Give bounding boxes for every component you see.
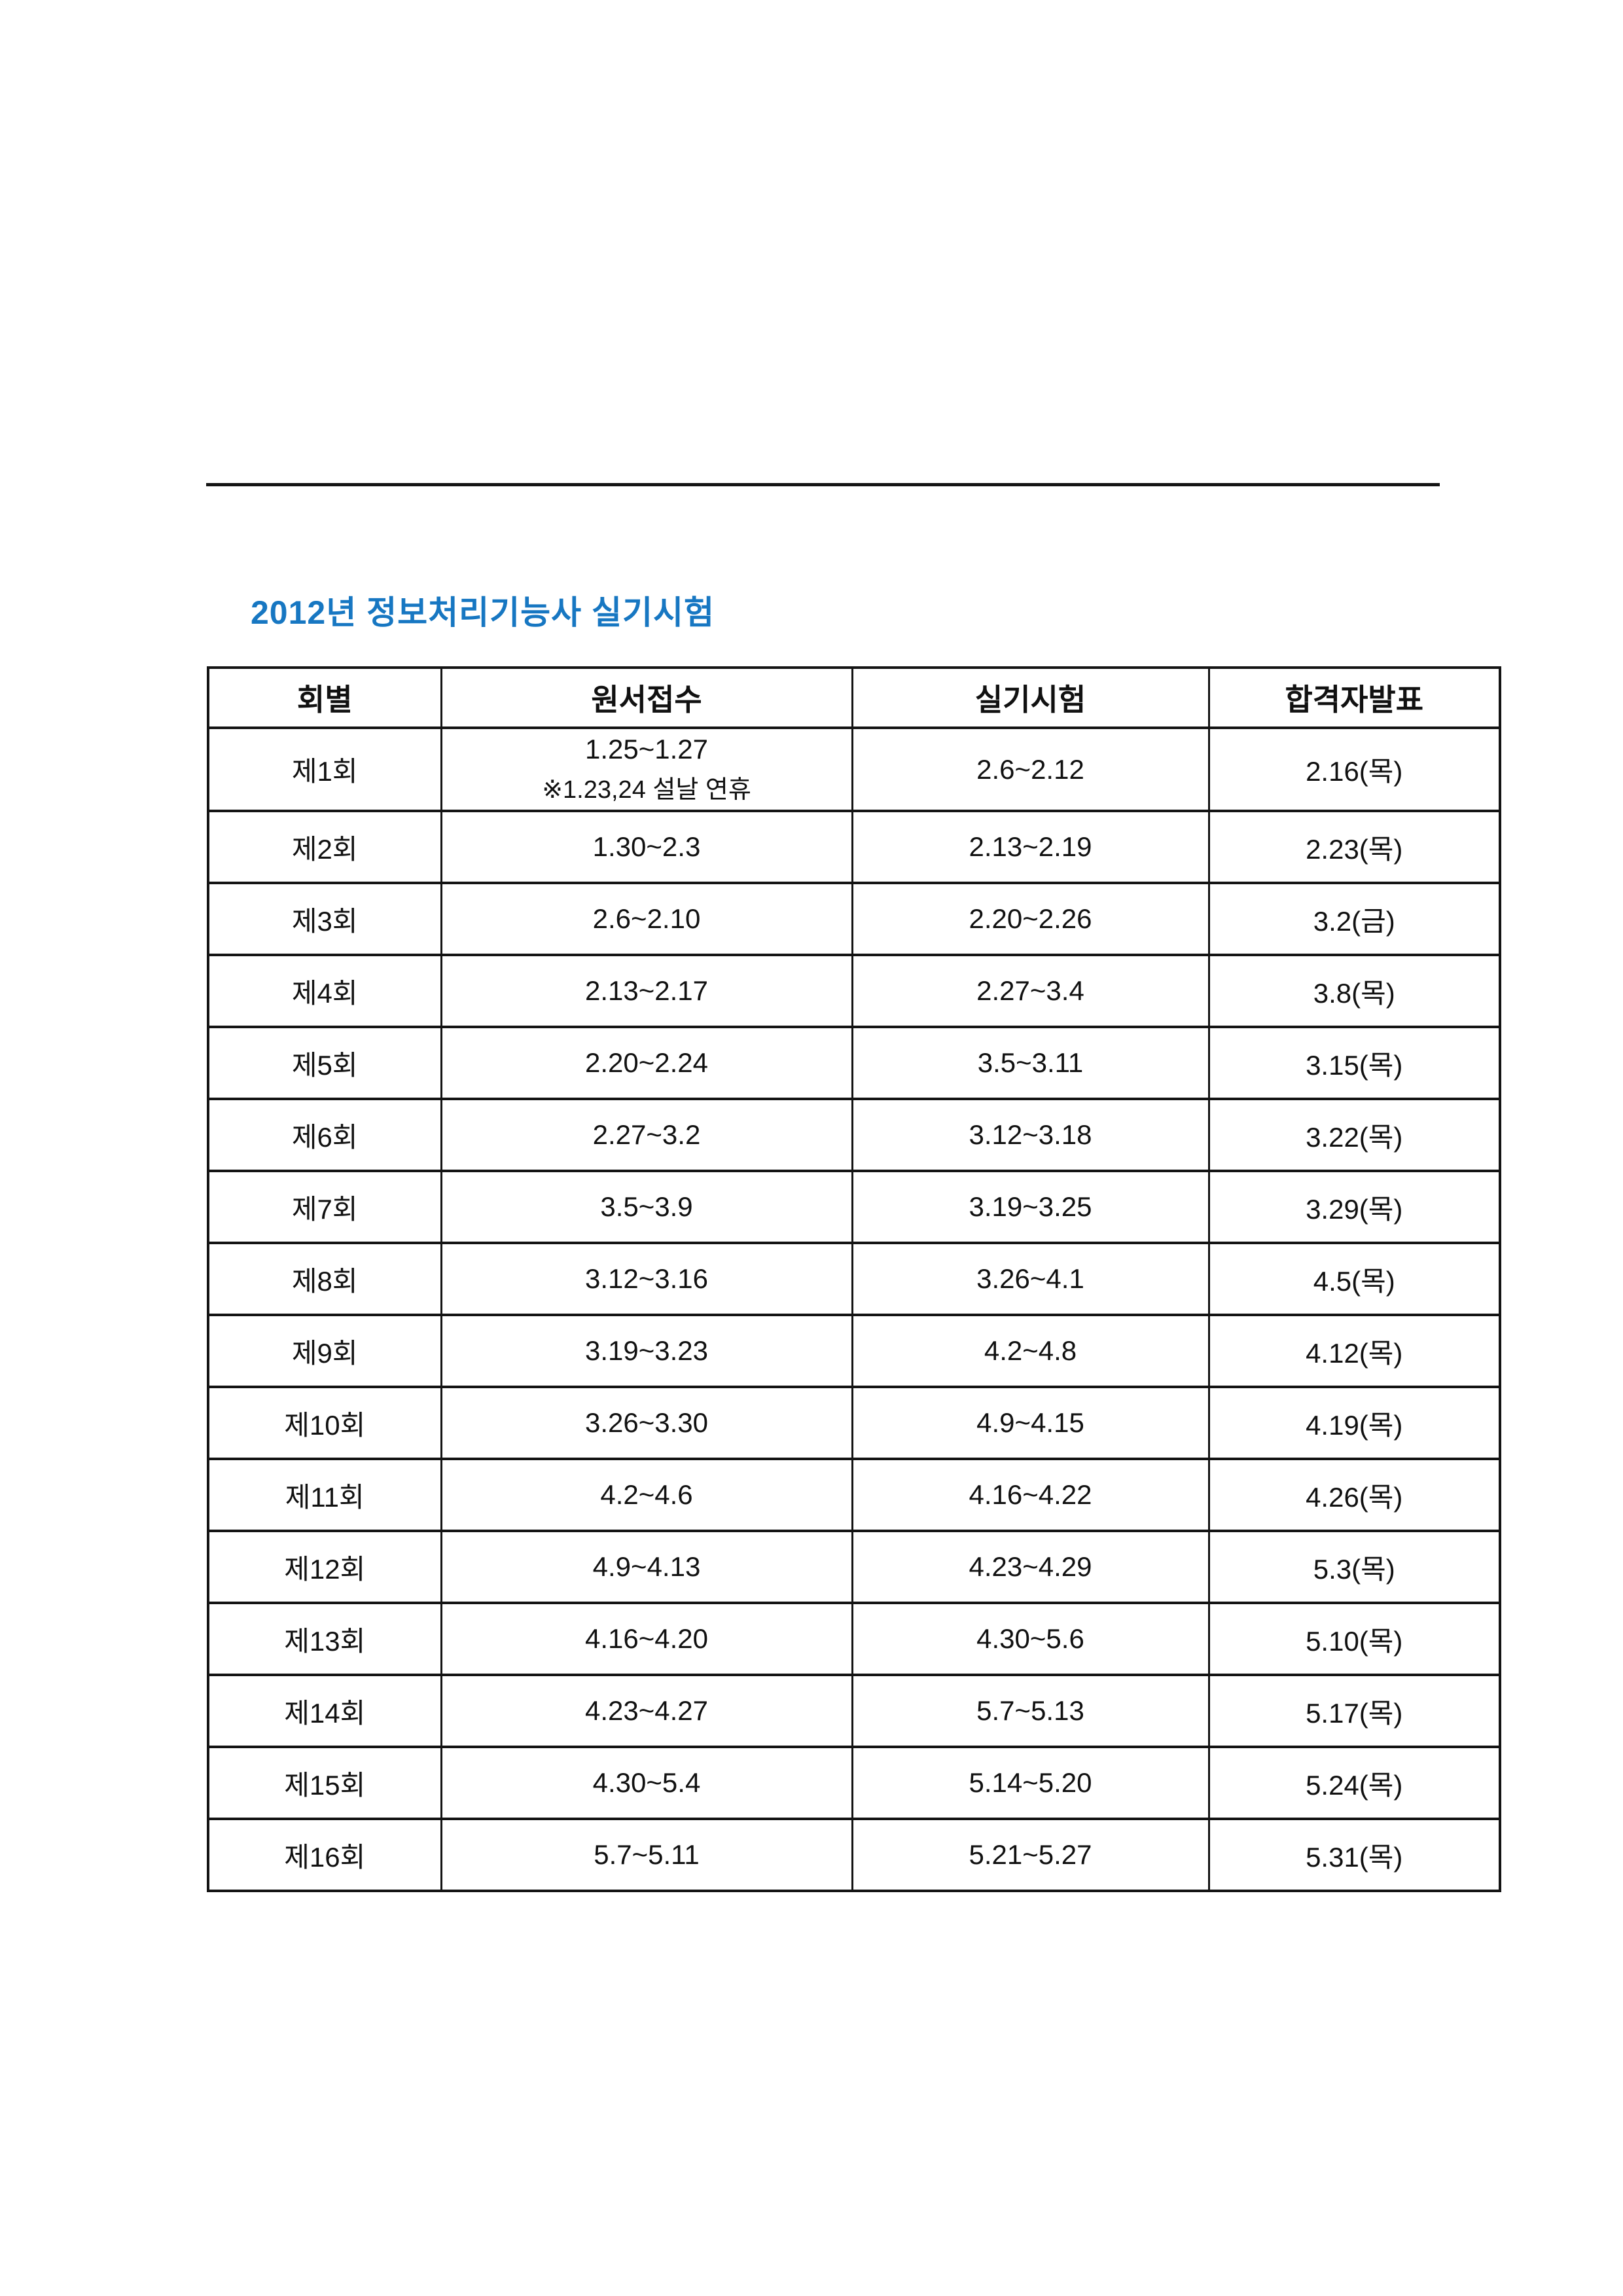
application-cell: 1.30~2.3 bbox=[440, 810, 853, 884]
round-cell: 제10회 bbox=[207, 1386, 442, 1460]
exam-cell: 4.2~4.8 bbox=[851, 1314, 1210, 1388]
table-row: 제7회 3.5~3.9 3.19~3.25 3.29(목) bbox=[207, 1170, 1501, 1244]
round-cell: 제6회 bbox=[207, 1098, 442, 1172]
announcement-cell: 3.2(금) bbox=[1207, 882, 1501, 956]
exam-cell: 4.23~4.29 bbox=[851, 1530, 1210, 1604]
table-row: 제5회 2.20~2.24 3.5~3.11 3.15(목) bbox=[207, 1026, 1501, 1100]
application-cell: 2.6~2.10 bbox=[440, 882, 853, 956]
exam-cell: 2.13~2.19 bbox=[851, 810, 1210, 884]
announcement-cell: 4.19(목) bbox=[1207, 1386, 1501, 1460]
table-row: 제12회 4.9~4.13 4.23~4.29 5.3(목) bbox=[207, 1530, 1501, 1604]
round-cell: 제16회 bbox=[207, 1818, 442, 1892]
round-cell: 제15회 bbox=[207, 1746, 442, 1820]
application-cell: 4.9~4.13 bbox=[440, 1530, 853, 1604]
exam-cell: 3.26~4.1 bbox=[851, 1242, 1210, 1316]
announcement-cell: 4.26(목) bbox=[1207, 1458, 1501, 1532]
round-cell: 제1회 bbox=[207, 726, 442, 812]
exam-cell: 4.30~5.6 bbox=[851, 1602, 1210, 1676]
round-cell: 제11회 bbox=[207, 1458, 442, 1532]
exam-schedule-table: 회별 원서접수 실기시험 합격자발표 제1회 1.25~1.27 ※1.23,2… bbox=[207, 666, 1501, 1892]
announcement-cell: 5.31(목) bbox=[1207, 1818, 1501, 1892]
table-row: 제11회 4.2~4.6 4.16~4.22 4.26(목) bbox=[207, 1458, 1501, 1532]
application-note: ※1.23,24 설날 연휴 bbox=[542, 776, 751, 804]
page-title: 2012년 정보처리기능사 실기시험 bbox=[251, 594, 715, 631]
application-cell: 3.5~3.9 bbox=[440, 1170, 853, 1244]
round-cell: 제12회 bbox=[207, 1530, 442, 1604]
exam-cell: 5.14~5.20 bbox=[851, 1746, 1210, 1820]
table-row: 제1회 1.25~1.27 ※1.23,24 설날 연휴 2.6~2.12 2.… bbox=[207, 726, 1501, 812]
announcement-cell: 2.16(목) bbox=[1207, 726, 1501, 812]
announcement-cell: 5.24(목) bbox=[1207, 1746, 1501, 1820]
application-cell: 4.30~5.4 bbox=[440, 1746, 853, 1820]
table-row: 제4회 2.13~2.17 2.27~3.4 3.8(목) bbox=[207, 954, 1501, 1028]
announcement-cell: 4.5(목) bbox=[1207, 1242, 1501, 1316]
exam-cell: 2.20~2.26 bbox=[851, 882, 1210, 956]
round-cell: 제14회 bbox=[207, 1674, 442, 1748]
application-cell: 4.2~4.6 bbox=[440, 1458, 853, 1532]
announcement-cell: 5.3(목) bbox=[1207, 1530, 1501, 1604]
exam-cell: 5.21~5.27 bbox=[851, 1818, 1210, 1892]
table-row: 제6회 2.27~3.2 3.12~3.18 3.22(목) bbox=[207, 1098, 1501, 1172]
col-header-application: 원서접수 bbox=[440, 666, 853, 729]
round-cell: 제5회 bbox=[207, 1026, 442, 1100]
round-cell: 제13회 bbox=[207, 1602, 442, 1676]
announcement-cell: 3.29(목) bbox=[1207, 1170, 1501, 1244]
exam-cell: 2.27~3.4 bbox=[851, 954, 1210, 1028]
table-row: 제10회 3.26~3.30 4.9~4.15 4.19(목) bbox=[207, 1386, 1501, 1460]
announcement-cell: 3.22(목) bbox=[1207, 1098, 1501, 1172]
application-cell: 3.19~3.23 bbox=[440, 1314, 853, 1388]
announcement-cell: 4.12(목) bbox=[1207, 1314, 1501, 1388]
application-cell: 2.27~3.2 bbox=[440, 1098, 853, 1172]
announcement-cell: 3.15(목) bbox=[1207, 1026, 1501, 1100]
horizontal-rule bbox=[206, 483, 1440, 486]
exam-cell: 5.7~5.13 bbox=[851, 1674, 1210, 1748]
table-header-row: 회별 원서접수 실기시험 합격자발표 bbox=[207, 666, 1501, 729]
table-row: 제16회 5.7~5.11 5.21~5.27 5.31(목) bbox=[207, 1818, 1501, 1892]
application-cell: 4.16~4.20 bbox=[440, 1602, 853, 1676]
table-row: 제3회 2.6~2.10 2.20~2.26 3.2(금) bbox=[207, 882, 1501, 956]
announcement-cell: 5.17(목) bbox=[1207, 1674, 1501, 1748]
announcement-cell: 5.10(목) bbox=[1207, 1602, 1501, 1676]
table-row: 제9회 3.19~3.23 4.2~4.8 4.12(목) bbox=[207, 1314, 1501, 1388]
round-cell: 제4회 bbox=[207, 954, 442, 1028]
round-cell: 제7회 bbox=[207, 1170, 442, 1244]
table-row: 제8회 3.12~3.16 3.26~4.1 4.5(목) bbox=[207, 1242, 1501, 1316]
application-cell: 3.12~3.16 bbox=[440, 1242, 853, 1316]
exam-cell: 4.16~4.22 bbox=[851, 1458, 1210, 1532]
round-cell: 제8회 bbox=[207, 1242, 442, 1316]
application-cell: 2.20~2.24 bbox=[440, 1026, 853, 1100]
exam-cell: 3.12~3.18 bbox=[851, 1098, 1210, 1172]
round-cell: 제2회 bbox=[207, 810, 442, 884]
application-cell: 4.23~4.27 bbox=[440, 1674, 853, 1748]
application-cell: 5.7~5.11 bbox=[440, 1818, 853, 1892]
exam-cell: 2.6~2.12 bbox=[851, 726, 1210, 812]
announcement-cell: 3.8(목) bbox=[1207, 954, 1501, 1028]
col-header-exam: 실기시험 bbox=[851, 666, 1210, 729]
col-header-announcement: 합격자발표 bbox=[1207, 666, 1501, 729]
application-dates: 1.25~1.27 bbox=[584, 734, 708, 764]
exam-cell: 3.5~3.11 bbox=[851, 1026, 1210, 1100]
announcement-cell: 2.23(목) bbox=[1207, 810, 1501, 884]
exam-cell: 3.19~3.25 bbox=[851, 1170, 1210, 1244]
round-cell: 제9회 bbox=[207, 1314, 442, 1388]
exam-cell: 4.9~4.15 bbox=[851, 1386, 1210, 1460]
table-row: 제2회 1.30~2.3 2.13~2.19 2.23(목) bbox=[207, 810, 1501, 884]
application-cell: 2.13~2.17 bbox=[440, 954, 853, 1028]
col-header-round: 회별 bbox=[207, 666, 442, 729]
application-cell: 1.25~1.27 ※1.23,24 설날 연휴 bbox=[440, 726, 853, 812]
table-row: 제15회 4.30~5.4 5.14~5.20 5.24(목) bbox=[207, 1746, 1501, 1820]
table-row: 제13회 4.16~4.20 4.30~5.6 5.10(목) bbox=[207, 1602, 1501, 1676]
round-cell: 제3회 bbox=[207, 882, 442, 956]
table-row: 제14회 4.23~4.27 5.7~5.13 5.17(목) bbox=[207, 1674, 1501, 1748]
application-cell: 3.26~3.30 bbox=[440, 1386, 853, 1460]
